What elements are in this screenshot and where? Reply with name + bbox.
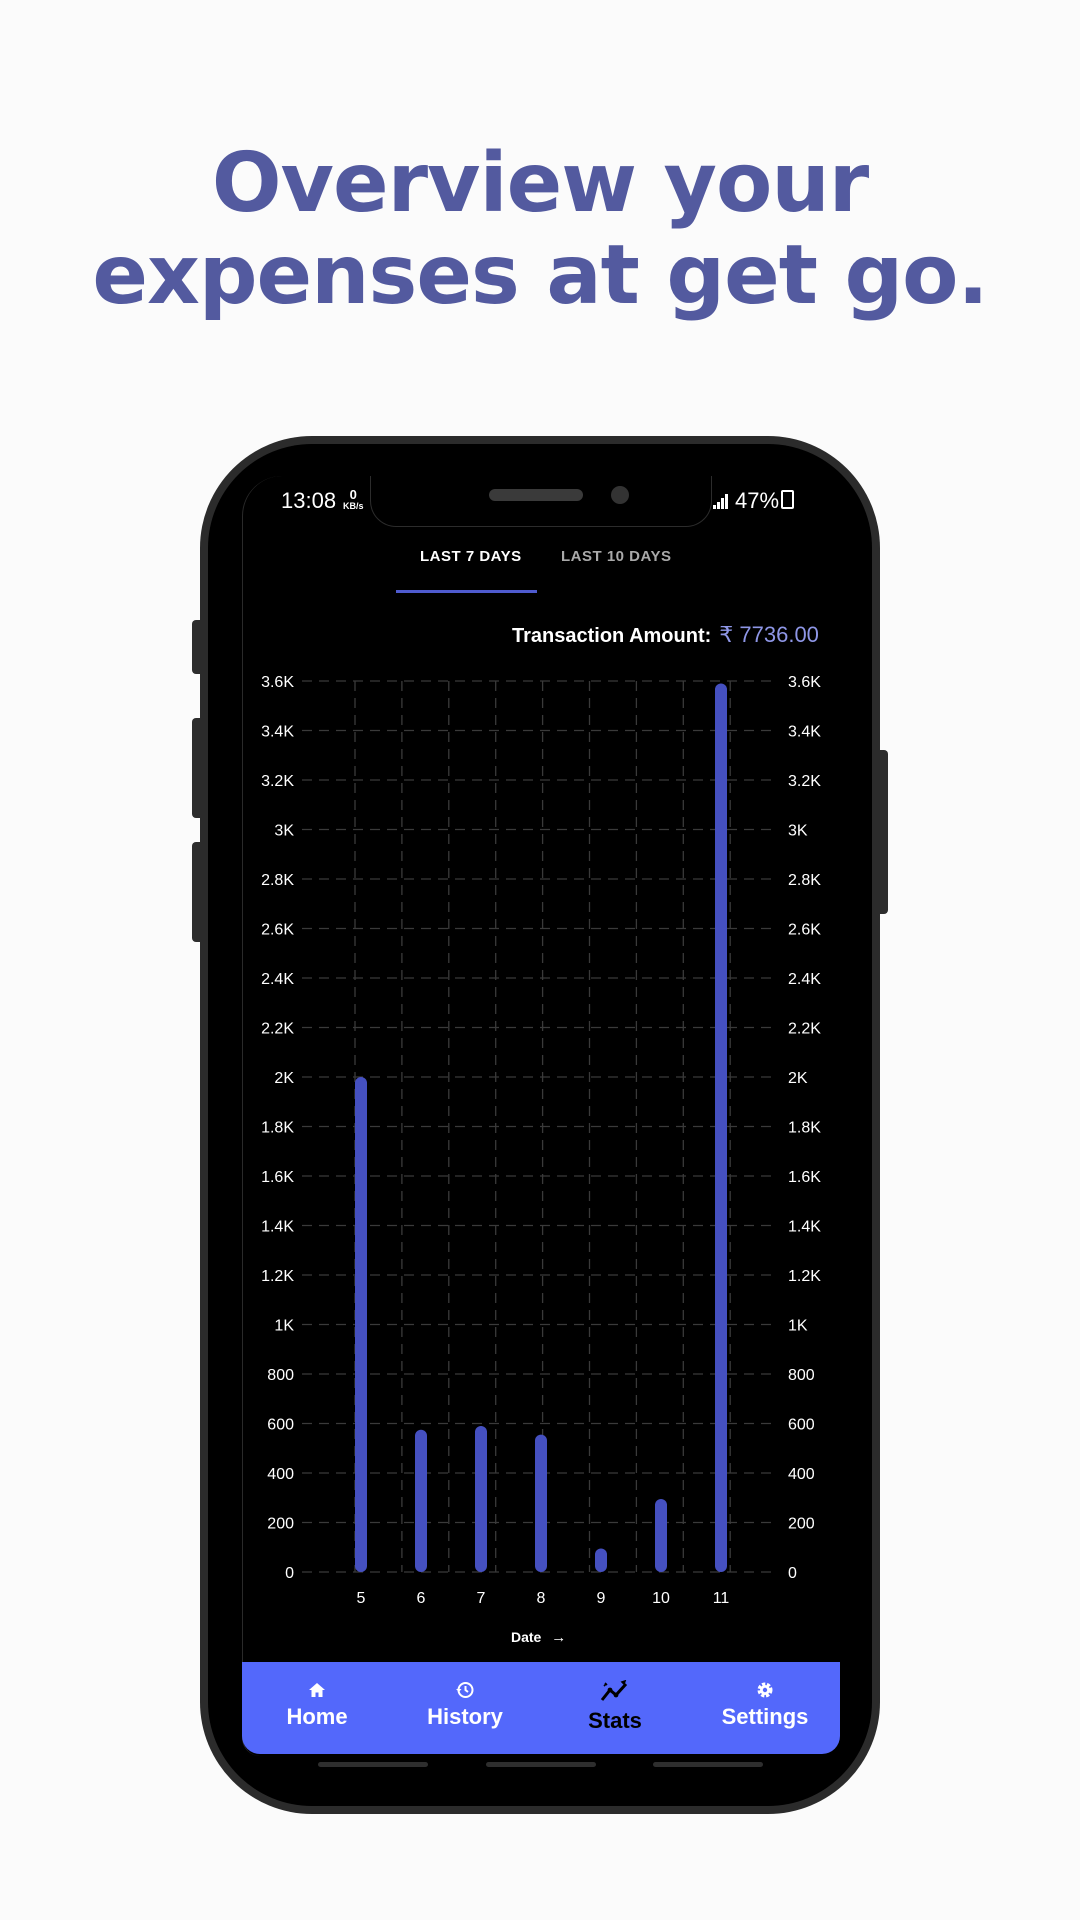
gesture-bar-right — [653, 1762, 763, 1767]
bar-day-11[interactable] — [715, 683, 727, 1572]
y-tick-label-right: 1.8K — [788, 1120, 821, 1137]
y-tick-label-right: 200 — [788, 1516, 815, 1533]
status-time: 13:08 — [281, 488, 337, 513]
nav-settings-label: Settings — [721, 1704, 809, 1729]
y-tick-label-left: 2.2K — [261, 1021, 294, 1038]
nav-stats-label: Stats — [588, 1708, 642, 1733]
y-tick-label-right: 2K — [788, 1070, 808, 1087]
battery-icon — [781, 490, 795, 509]
bar-day-5[interactable] — [355, 1077, 367, 1572]
headline-line-2: expenses at get go. — [92, 228, 988, 323]
y-tick-label-left: 200 — [267, 1516, 294, 1533]
y-tick-label-right: 400 — [788, 1466, 815, 1483]
y-tick-label-right: 800 — [788, 1367, 815, 1384]
y-tick-label-left: 400 — [267, 1466, 294, 1483]
y-tick-label-left: 2.6K — [261, 922, 294, 939]
status-right: 47% — [713, 488, 795, 514]
x-axis-title: Date — [511, 1629, 542, 1645]
transaction-amount-value: ₹ 7736.00 — [719, 622, 819, 647]
x-tick-label: 11 — [713, 1590, 730, 1607]
x-axis-label: Date → — [511, 1629, 566, 1646]
x-tick-label: 7 — [477, 1590, 486, 1607]
front-camera — [611, 486, 629, 504]
transaction-summary: Transaction Amount: ₹ 7736.00 — [512, 622, 819, 648]
x-tick-label: 9 — [597, 1590, 606, 1607]
headline-line-1: Overview your — [211, 136, 869, 231]
nav-settings[interactable]: Settings — [690, 1662, 840, 1754]
bar-day-7[interactable] — [475, 1425, 487, 1572]
x-tick-label: 6 — [417, 1590, 426, 1607]
bar-day-10[interactable] — [655, 1498, 667, 1572]
active-tab-indicator — [396, 590, 537, 593]
y-tick-label-left: 3.2K — [261, 773, 294, 790]
tab-last-10-days[interactable]: LAST 10 DAYS — [561, 548, 672, 565]
network-speed: 0 KB/s — [343, 488, 364, 511]
nav-home[interactable]: Home — [242, 1662, 392, 1754]
y-tick-label-right: 3.4K — [788, 724, 821, 741]
gesture-bar-center — [486, 1762, 596, 1767]
y-tick-label-left: 600 — [267, 1417, 294, 1434]
phone-speaker — [489, 489, 583, 501]
arrow-right-icon: → — [551, 1629, 567, 1646]
y-tick-label-right: 1.2K — [788, 1268, 821, 1285]
transaction-amount-label: Transaction Amount: — [512, 625, 712, 647]
y-tick-label-left: 800 — [267, 1367, 294, 1384]
y-tick-label-left: 2.4K — [261, 971, 294, 988]
y-tick-label-right: 0 — [788, 1565, 797, 1582]
network-speed-value: 0 — [349, 487, 357, 502]
stats-icon — [540, 1679, 690, 1701]
y-tick-label-right: 1.4K — [788, 1219, 821, 1236]
bar-day-9[interactable] — [595, 1548, 607, 1572]
signal-icon — [713, 493, 729, 509]
y-tick-label-right: 2.2K — [788, 1021, 821, 1038]
y-tick-label-right: 2.8K — [788, 872, 821, 889]
x-tick-label: 5 — [357, 1590, 366, 1607]
y-tick-label-left: 1.2K — [261, 1268, 294, 1285]
y-tick-label-left: 3.6K — [261, 674, 294, 691]
y-tick-label-right: 2.6K — [788, 922, 821, 939]
x-tick-label: 10 — [652, 1590, 670, 1607]
phone-notch — [370, 476, 712, 527]
y-tick-label-right: 2.4K — [788, 971, 821, 988]
y-tick-label-right: 1.6K — [788, 1169, 821, 1186]
y-tick-label-right: 3.6K — [788, 674, 821, 691]
nav-history[interactable]: History — [390, 1662, 540, 1754]
nav-home-label: Home — [286, 1704, 348, 1729]
nav-history-label: History — [427, 1704, 503, 1729]
y-tick-label-right: 3K — [788, 823, 808, 840]
y-tick-label-left: 2.8K — [261, 872, 294, 889]
y-tick-label-left: 2K — [274, 1070, 294, 1087]
page-headline: Overview your expenses at get go. — [0, 138, 1080, 322]
y-tick-label-right: 3.2K — [788, 773, 821, 790]
gesture-bar-left — [318, 1762, 428, 1767]
x-tick-label: 8 — [537, 1590, 546, 1607]
bar-day-8[interactable] — [535, 1434, 547, 1572]
network-speed-unit: KB/s — [343, 501, 364, 511]
y-tick-label-right: 1K — [788, 1318, 808, 1335]
gear-icon — [690, 1680, 840, 1700]
battery-percent: 47% — [735, 488, 780, 513]
history-icon — [390, 1680, 540, 1700]
y-tick-label-left: 1K — [274, 1318, 294, 1335]
nav-stats[interactable]: Stats — [540, 1662, 690, 1754]
y-tick-label-left: 3.4K — [261, 724, 294, 741]
y-tick-label-left: 1.4K — [261, 1219, 294, 1236]
y-tick-label-left: 1.6K — [261, 1169, 294, 1186]
tab-last-7-days[interactable]: LAST 7 DAYS — [420, 548, 522, 565]
y-tick-label-left: 0 — [285, 1565, 294, 1582]
y-tick-label-left: 1.8K — [261, 1120, 294, 1137]
y-tick-label-left: 3K — [274, 823, 294, 840]
y-tick-label-right: 600 — [788, 1417, 815, 1434]
home-icon — [242, 1680, 392, 1700]
bottom-nav: Home History Stats Settings — [242, 1662, 840, 1754]
bar-day-6[interactable] — [415, 1429, 427, 1572]
